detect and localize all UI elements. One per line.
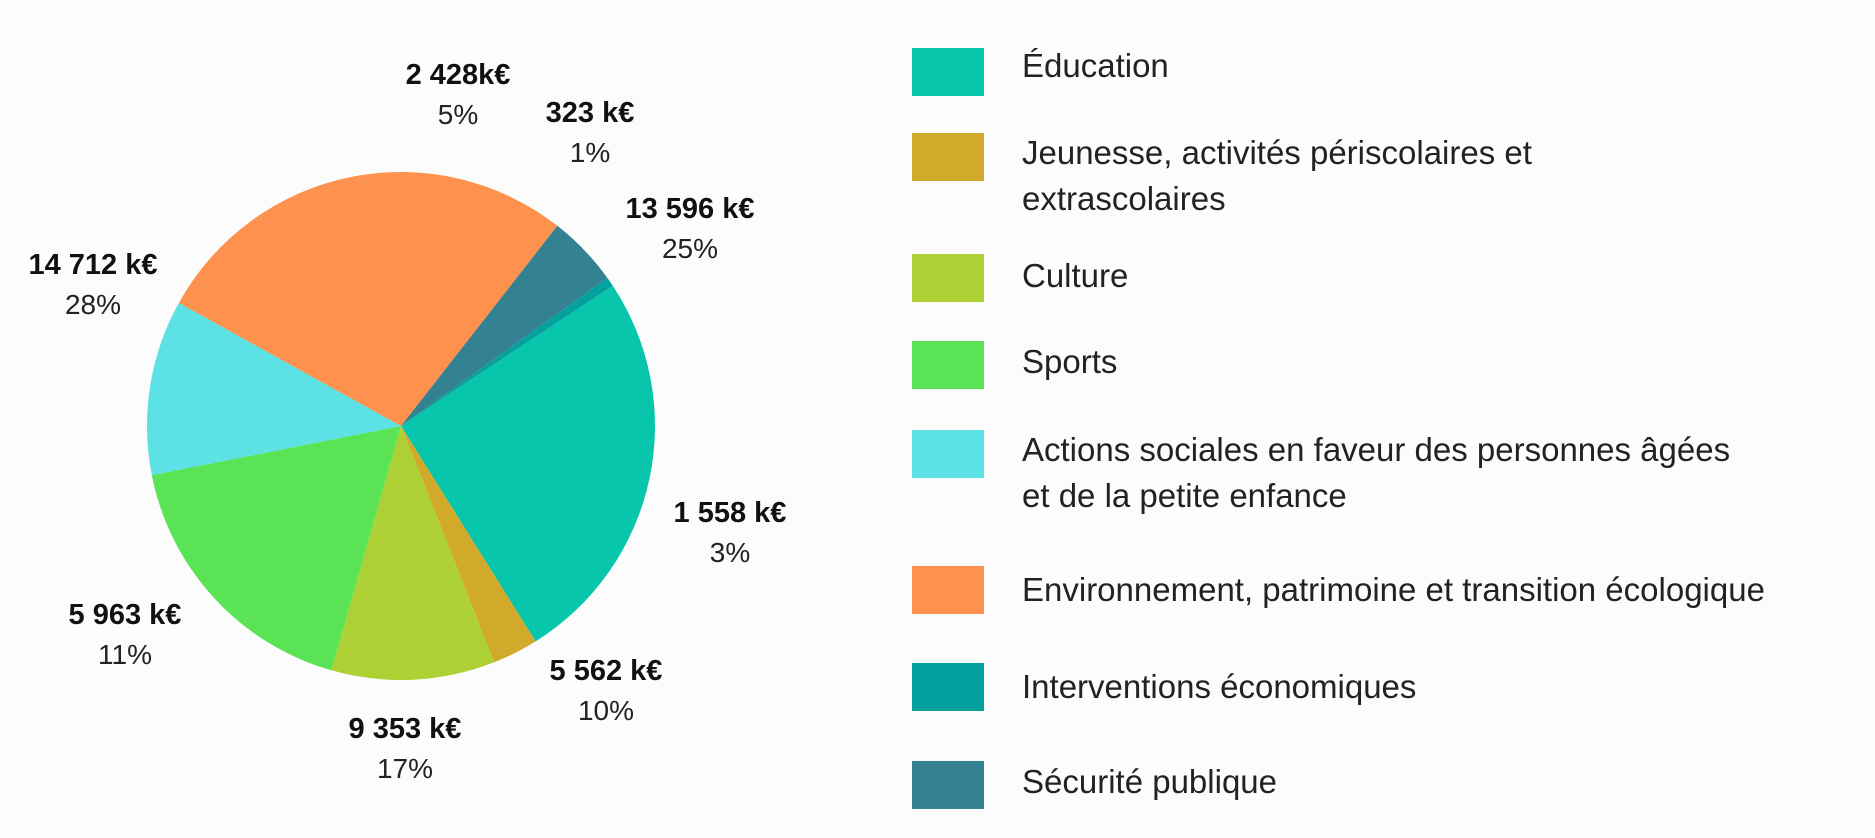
slice-value-label: 5 963 k€ [69, 599, 182, 631]
slice-percent-label: 25% [662, 233, 718, 264]
slice-value-label: 9 353 k€ [349, 713, 462, 745]
legend-label-line: et de la petite enfance [1022, 477, 1347, 514]
legend-label-line: Environnement, patrimoine et transition … [1022, 571, 1765, 608]
legend-label: Éducation [1022, 43, 1169, 89]
legend-label: Sports [1022, 339, 1117, 385]
legend-label: Sécurité publique [1022, 759, 1277, 805]
slice-percent-label: 17% [377, 753, 433, 784]
legend-label-line: Culture [1022, 257, 1129, 294]
slice-percent-label: 5% [438, 99, 478, 130]
legend-swatch [912, 254, 984, 302]
legend-swatch [912, 48, 984, 96]
legend-label: Actions sociales en faveur des personnes… [1022, 427, 1730, 519]
legend-swatch [912, 341, 984, 389]
pie-slice [401, 426, 536, 663]
slice-percent-label: 10% [578, 695, 634, 726]
legend-swatch [912, 663, 984, 711]
legend-swatch [912, 566, 984, 614]
pie-slice [178, 172, 558, 426]
legend-swatch [912, 430, 984, 478]
pie-chart: 13 596 k€ 25% 1 558 k€ 3% 5 562 k€ 10% 9 353 k… [28, 59, 787, 784]
slice-percent-label: 3% [710, 537, 750, 568]
legend-label: Jeunesse, activités périscolaires et extr… [1022, 130, 1532, 222]
legend-label: Interventions économiques [1022, 664, 1416, 710]
pie-slice [146, 302, 401, 476]
pie-slice [331, 426, 495, 680]
slice-percent-label: 1% [570, 137, 610, 168]
legend-label-line: Jeunesse, activités périscolaires et [1022, 134, 1532, 171]
legend-label-line: Éducation [1022, 47, 1169, 84]
legend-label-line: Sports [1022, 343, 1118, 380]
slice-percent-label: 11% [98, 639, 152, 670]
legend-label: Environnement, patrimoine et transition … [1022, 567, 1765, 613]
slice-value-label: 14 712 k€ [28, 249, 157, 281]
pie-slice [151, 426, 401, 671]
legend-label: Culture [1022, 253, 1128, 299]
legend-label-line: extrascolaires [1022, 180, 1226, 217]
pie-slice [401, 225, 608, 426]
legend-swatch [912, 761, 984, 809]
legend-label-line: Interventions économiques [1022, 668, 1417, 705]
slice-percent-label: 28% [65, 289, 121, 320]
legend-swatch [912, 133, 984, 181]
pie-slice [401, 285, 656, 642]
slice-value-label: 2 428k€ [406, 59, 511, 91]
legend-label-line: Sécurité publique [1022, 763, 1278, 800]
slice-value-label: 5 562 k€ [550, 655, 663, 687]
slice-value-label: 1 558 k€ [674, 497, 787, 529]
legend-label-line: Actions sociales en faveur des personnes… [1022, 431, 1731, 468]
slice-value-label: 323 k€ [546, 97, 635, 129]
pie-slice [401, 277, 613, 426]
slice-value-label: 13 596 k€ [625, 193, 754, 225]
